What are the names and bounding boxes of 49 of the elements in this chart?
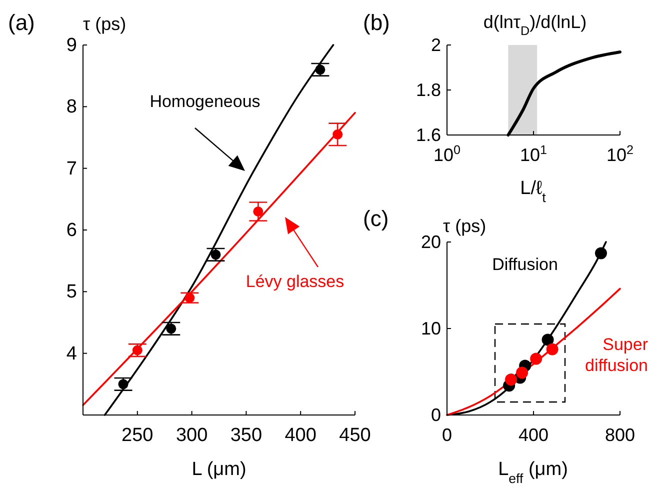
chart-title: (b) xyxy=(363,10,390,35)
x-axis-title: L (μm) xyxy=(192,459,246,480)
point xyxy=(546,343,558,356)
y-tick-label: 4 xyxy=(66,343,78,364)
y-tick-label: 10 xyxy=(420,318,441,338)
series-label: Super diffusion xyxy=(584,335,648,375)
x-tick-label: 400 xyxy=(518,425,549,445)
x-tick-label: 10$^{1}$ xyxy=(520,143,548,165)
point xyxy=(516,366,528,379)
y-tick-label: 6 xyxy=(66,220,77,241)
series-label: Homogeneous xyxy=(150,92,260,111)
point xyxy=(132,345,142,356)
x-tick-label: 10$^{0}$ xyxy=(433,143,461,165)
point xyxy=(315,64,326,75)
point xyxy=(594,247,607,260)
y-tick-label: 20 xyxy=(420,232,441,252)
y-tick-label: 1.8 xyxy=(416,80,441,100)
x-tick-label: 350 xyxy=(230,425,262,446)
series-label: Lévy glasses xyxy=(246,272,344,291)
point xyxy=(166,324,176,334)
x-tick-label: 800 xyxy=(604,425,636,445)
y-tick-label: 0 xyxy=(430,405,441,425)
y-tick-label: 2 xyxy=(430,35,441,55)
chart-title: (a) xyxy=(8,10,35,35)
y-tick-label: 1.6 xyxy=(416,125,441,145)
x-tick-label: 450 xyxy=(339,425,371,446)
point xyxy=(530,352,542,365)
point xyxy=(505,374,518,386)
y-axis-title: τ (ps) xyxy=(83,14,126,34)
point xyxy=(332,129,343,140)
point xyxy=(118,379,128,390)
point xyxy=(210,250,221,260)
x-tick-label: 250 xyxy=(122,425,154,446)
point xyxy=(184,292,195,303)
point xyxy=(542,334,554,346)
y-axis-title: τ (ps) xyxy=(443,216,486,236)
point xyxy=(253,206,264,216)
x-tick-label: 400 xyxy=(284,425,316,446)
y-tick-label: 9 xyxy=(66,35,77,56)
x-axis-title: L/ℓ$_{t}$ xyxy=(520,178,546,204)
x-axis-title: L$_{eff}$ (μm) xyxy=(498,459,568,485)
series-label: Diffusion xyxy=(492,255,558,274)
y-tick-label: 7 xyxy=(66,158,77,180)
y-tick-label: 5 xyxy=(66,282,77,303)
y-axis-title: d(lnτ$_{D}$)/d(lnL) xyxy=(483,12,587,38)
y-tick-label: 8 xyxy=(66,96,77,118)
x-tick-label: 10$^{2}$ xyxy=(606,143,634,165)
chart-title: (c) xyxy=(363,206,389,231)
x-tick-label: 300 xyxy=(176,425,208,446)
